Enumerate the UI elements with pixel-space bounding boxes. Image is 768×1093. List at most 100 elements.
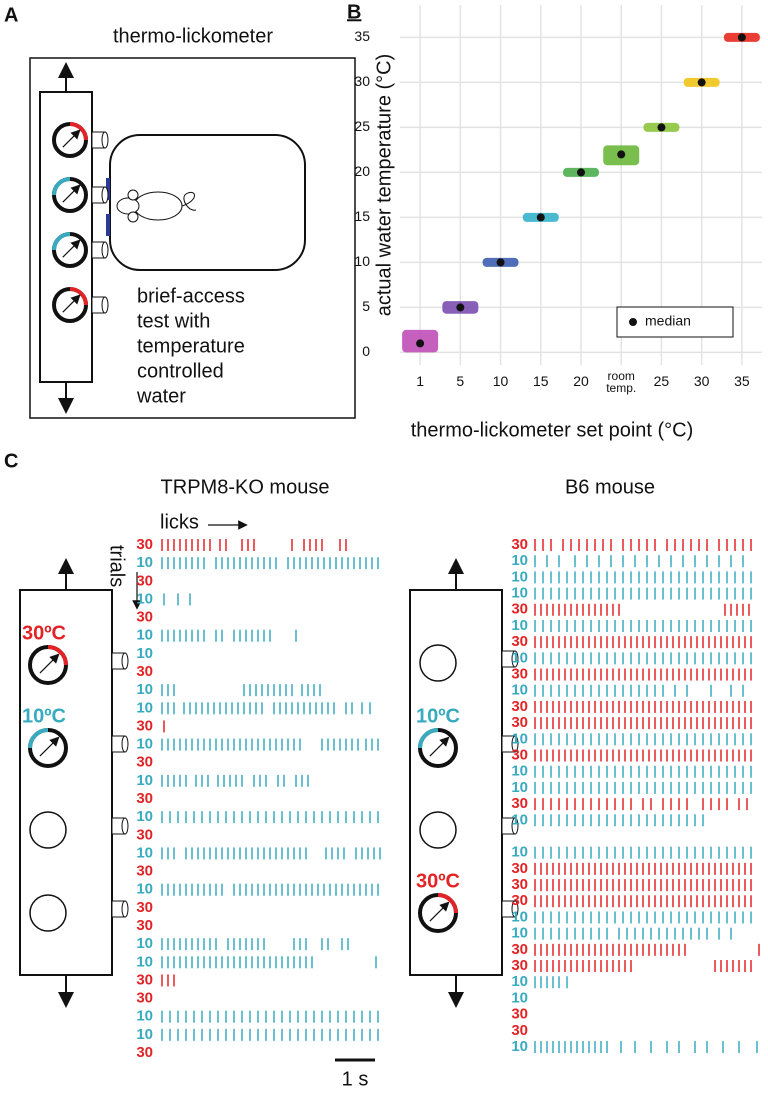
- y-tick-label: 5: [362, 298, 370, 314]
- dial-arc: [69, 287, 88, 306]
- trial-label: 10: [136, 935, 153, 952]
- spout-end: [511, 900, 519, 918]
- dial-needle: [62, 239, 81, 258]
- x-tick-label: 5: [456, 373, 465, 389]
- dial-arc: [437, 893, 458, 914]
- trial-label: 10: [136, 1008, 153, 1025]
- trial-label: 10: [511, 585, 528, 602]
- spout-end: [511, 650, 519, 668]
- dial-arc: [418, 728, 439, 749]
- median-point: [697, 78, 706, 87]
- trial-label: 10: [511, 649, 528, 666]
- trial-label: 30: [511, 941, 528, 958]
- legend-label: median: [645, 313, 691, 329]
- x-tick-label: 1: [416, 373, 424, 389]
- spout-end: [121, 735, 129, 753]
- trial-label: 10: [136, 953, 153, 970]
- y-tick-label: 15: [354, 208, 370, 224]
- trial-label: 30: [136, 899, 153, 916]
- median-point: [536, 213, 545, 222]
- trial-label: 30: [511, 1022, 528, 1039]
- trial-label: 10: [136, 645, 153, 662]
- y-tick-label: 10: [354, 253, 370, 269]
- dial: [419, 644, 457, 682]
- lickometers: [19, 558, 519, 1008]
- trial-label: 10: [136, 681, 153, 698]
- dial-needle: [62, 129, 81, 148]
- x-tick-label: 25: [653, 373, 670, 389]
- trial-label: 30: [136, 717, 153, 734]
- trial-label: 10: [511, 811, 528, 828]
- trial-label: 10: [511, 925, 528, 942]
- panel-label: B: [347, 1, 361, 23]
- panel-label: C: [4, 450, 18, 472]
- caption: brief-access test with temperature controll…: [136, 285, 245, 407]
- temp-label: 10ºC: [22, 705, 66, 727]
- trial-label: 30: [511, 876, 528, 893]
- frame: [29, 57, 356, 419]
- x-axis-label: thermo-lickometer set point (°C): [411, 419, 694, 441]
- trial-label: 10: [136, 1026, 153, 1043]
- trial-label: 30: [136, 663, 153, 680]
- x-tick-label: 15: [532, 373, 549, 389]
- trial-label: 30: [136, 754, 153, 771]
- trial-label: 10: [136, 881, 153, 898]
- dial: [29, 811, 67, 849]
- trial-label: 10: [511, 973, 528, 990]
- median-point: [737, 33, 746, 42]
- trial-label: 30: [511, 746, 528, 763]
- panel-label: A: [4, 4, 18, 26]
- legend-marker: [629, 318, 637, 326]
- trial-label: 30: [511, 957, 528, 974]
- trial-label: 10: [511, 908, 528, 925]
- trial-label: 10: [511, 552, 528, 569]
- median-point: [617, 150, 626, 159]
- dial-arc: [47, 645, 68, 666]
- trial-label: 10: [511, 568, 528, 585]
- scale-label: 1 s: [342, 1068, 369, 1090]
- trial-label: 10: [511, 682, 528, 699]
- trial-label: 10: [136, 554, 153, 571]
- caption-line: test with: [137, 310, 210, 332]
- spout-end: [511, 817, 519, 835]
- dial-needle: [62, 184, 81, 203]
- trial-label: 10: [136, 736, 153, 753]
- raster-title: B6 mouse: [565, 476, 655, 498]
- median-point: [577, 168, 585, 177]
- plot: 0 5 10 15 20 25 30 35 median: [354, 5, 762, 365]
- trial-label: 10: [136, 699, 153, 716]
- caption-line: temperature: [137, 335, 245, 357]
- caption-line: brief-access: [137, 285, 245, 307]
- raster-title: TRPM8-KO mouse: [161, 476, 330, 498]
- trials-label: trials: [106, 545, 128, 587]
- y-tick-label: 20: [354, 163, 370, 179]
- licks-label: licks: [160, 511, 199, 533]
- trial-label: 30: [136, 1044, 153, 1061]
- trial-label: 30: [511, 1006, 528, 1023]
- trial-label: 30: [511, 892, 528, 909]
- trial-label: 30: [136, 536, 153, 553]
- trial-label: 10: [511, 844, 528, 861]
- spout-end: [101, 296, 109, 314]
- trial-label: 30: [136, 826, 153, 843]
- trial-label: 10: [511, 617, 528, 634]
- trial-label: 10: [511, 763, 528, 780]
- trial-label: 30: [511, 795, 528, 812]
- trial-label: 30: [136, 971, 153, 988]
- trial-label: 30: [511, 698, 528, 715]
- trial-label: 10: [136, 844, 153, 861]
- caption-line: controlled: [137, 360, 224, 382]
- dial-arc: [69, 122, 88, 141]
- rasters: 3010301030101030101030103010301030103010…: [136, 536, 760, 1061]
- x-tick-label: 20: [573, 373, 589, 389]
- trial-label: 10: [511, 730, 528, 747]
- spout-end: [121, 817, 129, 835]
- x-tick-label: 35: [734, 373, 750, 389]
- dial-arc: [52, 232, 71, 251]
- spout-light: [106, 178, 110, 200]
- trial-label: 10: [136, 627, 153, 644]
- median-point: [657, 123, 666, 132]
- dial: [29, 894, 67, 932]
- spout-end: [121, 652, 129, 670]
